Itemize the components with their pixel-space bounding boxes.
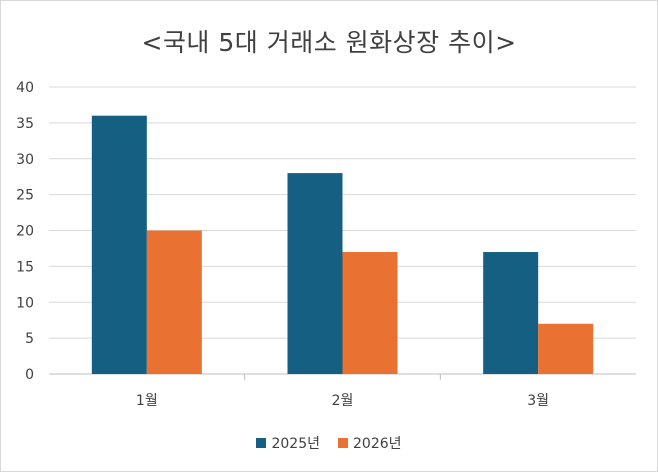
bar-2-3 [538, 323, 594, 374]
x-tick-label: 3월 [527, 393, 549, 409]
bar-2-1 [146, 230, 202, 374]
y-tick-label: 0 [25, 367, 34, 383]
y-tick-label: 5 [25, 331, 34, 347]
bar-1-2 [287, 173, 343, 374]
bar-1-3 [483, 252, 539, 374]
legend-label-series-2: 2026년 [353, 436, 402, 452]
y-tick-label: 25 [16, 188, 34, 204]
y-tick-label: 40 [16, 80, 34, 96]
y-tick-label: 20 [16, 224, 34, 240]
y-tick-label: 10 [16, 295, 34, 311]
legend-swatch-series-2 [338, 438, 348, 448]
y-tick-label: 30 [16, 152, 34, 168]
legend-swatch-series-1 [256, 438, 267, 448]
y-tick-label: 35 [16, 116, 34, 132]
legend: 2025년 2026년 [1, 433, 657, 453]
y-tick-label: 15 [16, 259, 34, 275]
chart-title: <국내 5대 거래소 원화상장 추이> [141, 28, 517, 57]
legend-item-series-1: 2025년 [256, 433, 320, 453]
x-tick-label: 2월 [332, 393, 354, 409]
bar-1-1 [91, 115, 147, 374]
bar-2-2 [342, 252, 398, 374]
legend-item-series-2: 2026년 [338, 433, 402, 453]
x-tick-label: 1월 [136, 393, 158, 409]
legend-label-series-1: 2025년 [271, 436, 320, 452]
